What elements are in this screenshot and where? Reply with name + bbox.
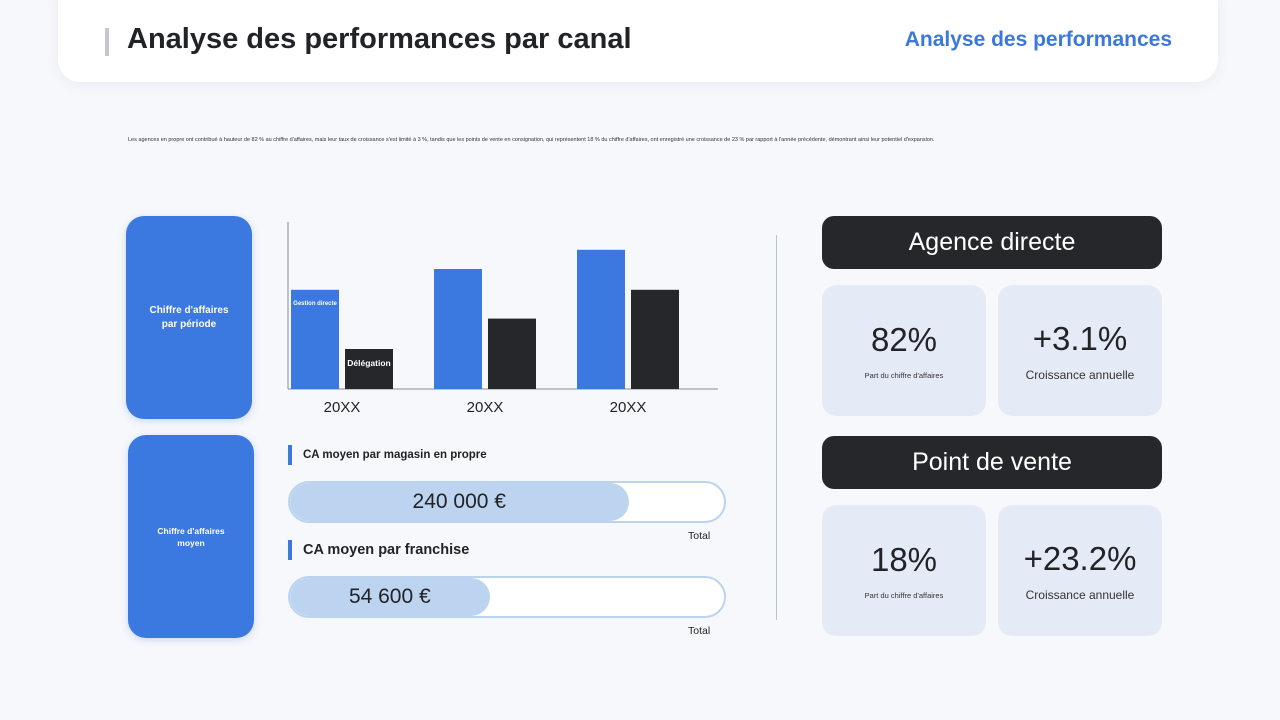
revenue-by-period-card[interactable]: Chiffre d'affaires par période [126, 216, 252, 419]
bar-delegation [345, 349, 393, 389]
stat-value: 82% [870, 321, 938, 358]
kpi-label: CA moyen par franchise [303, 542, 470, 558]
kpi-total-label: Total [688, 530, 711, 542]
page-title: Analyse des performances par canal [127, 23, 632, 55]
revenue-bar-chart: Gestion directe Délégation 20XX 20XX 20XX [270, 216, 740, 426]
header: Analyse des performances par canal Analy… [58, 0, 1218, 82]
stat-value: 18% [870, 541, 938, 578]
average-revenue-label: Chiffre d'affaires moyen [157, 525, 225, 548]
kpi-label-row-franchise: CA moyen par franchise [288, 540, 469, 560]
kpi-label-row-own-store: CA moyen par magasin en propre [288, 445, 487, 465]
stat-label: Part du chiffre d'affaires [864, 371, 944, 380]
series-label: Gestion directe [293, 301, 337, 307]
kpi-value: 240 000 € [412, 490, 506, 513]
stat-value: +3.1% [1032, 319, 1128, 357]
kpi-progress-fill: 240 000 € [290, 483, 629, 521]
stat-card-growth: +23.2% Croissance annuelle [998, 505, 1162, 636]
series-label: Délégation [347, 358, 390, 368]
kpi-accent-bar [288, 540, 292, 560]
title-accent-bar [105, 28, 109, 56]
stat-card-share: 18% Part du chiffre d'affaires [822, 505, 986, 636]
kpi-label: CA moyen par magasin en propre [303, 449, 487, 461]
stat-card-growth: +3.1% Croissance annuelle [998, 285, 1162, 416]
section-title-point-de-vente: Point de vente [822, 436, 1162, 489]
x-tick-label: 20XX [467, 399, 504, 416]
kpi-accent-bar [288, 445, 292, 465]
section-title-agence-directe: Agence directe [822, 216, 1162, 269]
bar-gestion-directe [577, 249, 625, 389]
bar-gestion-directe [434, 269, 482, 389]
kpi-progress-track-own-store: 240 000 € [288, 481, 726, 523]
bar-gestion-directe [291, 289, 339, 389]
header-link[interactable]: Analyse des performances [904, 28, 1172, 51]
bar-delegation [631, 289, 679, 389]
stat-value: +23.2% [1023, 539, 1137, 577]
kpi-progress-fill: 54 600 € [290, 578, 490, 616]
x-tick-label: 20XX [324, 399, 361, 416]
kpi-progress-track-franchise: 54 600 € [288, 576, 726, 618]
vertical-divider [776, 235, 777, 620]
kpi-total-label: Total [688, 625, 711, 637]
stat-label: Croissance annuelle [1025, 367, 1135, 382]
revenue-by-period-label: Chiffre d'affaires par période [149, 304, 229, 330]
intro-text: Les agences en propre ont contribué à ha… [128, 137, 935, 143]
kpi-value: 54 600 € [348, 585, 431, 608]
average-revenue-card[interactable]: Chiffre d'affaires moyen [128, 435, 254, 638]
bar-delegation [488, 318, 536, 389]
stat-label: Croissance annuelle [1025, 587, 1135, 602]
chart-canvas: Gestion directe Délégation 20XX 20XX 20XX [287, 222, 718, 416]
x-tick-label: 20XX [610, 399, 647, 416]
stat-label: Part du chiffre d'affaires [864, 591, 944, 600]
stat-card-share: 82% Part du chiffre d'affaires [822, 285, 986, 416]
